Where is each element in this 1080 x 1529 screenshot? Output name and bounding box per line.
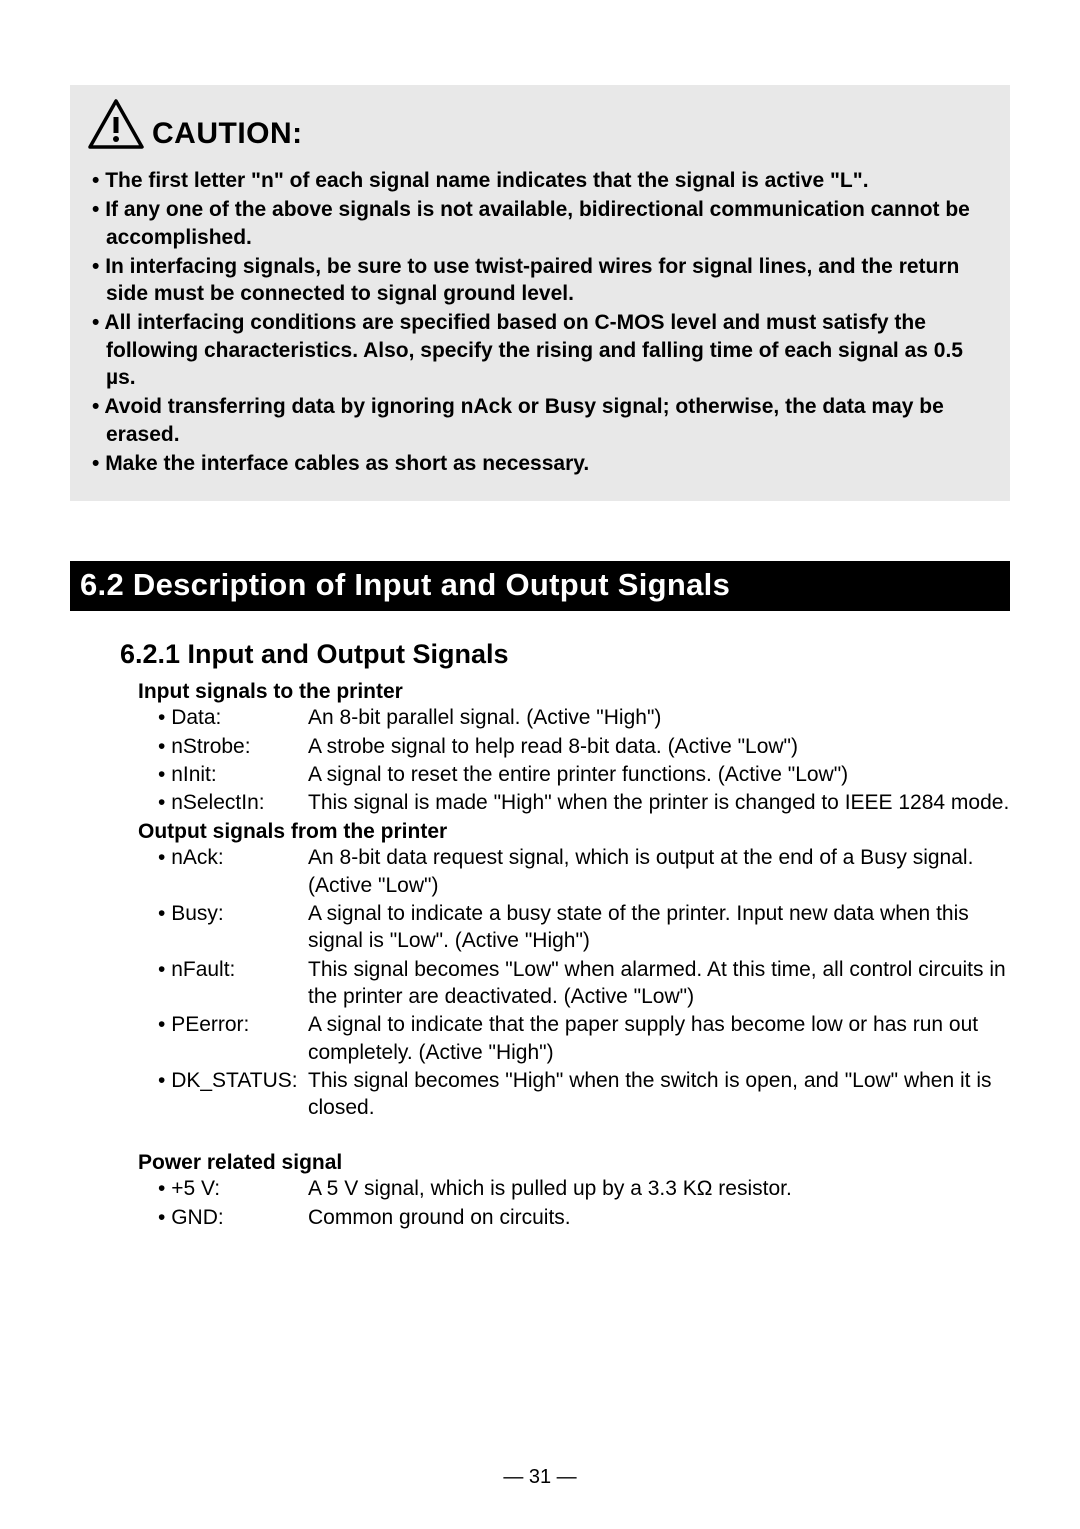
subsection-title: 6.2.1 Input and Output Signals xyxy=(120,639,1010,670)
signal-desc: A signal to reset the entire printer fun… xyxy=(308,761,1010,788)
signal-desc: This signal becomes "Low" when alarmed. … xyxy=(308,956,1010,1011)
caution-header: CAUTION: xyxy=(88,99,992,151)
caution-item: Avoid transferring data by ignoring nAck… xyxy=(92,393,992,448)
signal-item: Busy: A signal to indicate a busy state … xyxy=(158,900,1010,955)
signal-item: nInit: A signal to reset the entire prin… xyxy=(158,761,1010,788)
signal-desc: An 8-bit parallel signal. (Active "High"… xyxy=(308,704,1010,731)
signal-item: PEerror: A signal to indicate that the p… xyxy=(158,1011,1010,1066)
signal-desc: Common ground on circuits. xyxy=(308,1204,1010,1231)
caution-item: The first letter "n" of each signal name… xyxy=(92,167,992,194)
caution-title: CAUTION: xyxy=(152,117,303,151)
signal-label: nSelectIn: xyxy=(158,789,308,816)
signal-desc: A strobe signal to help read 8-bit data.… xyxy=(308,733,1010,760)
subsection: 6.2.1 Input and Output Signals Input sig… xyxy=(70,639,1010,1231)
signal-desc: A signal to indicate a busy state of the… xyxy=(308,900,1010,955)
input-signals-title: Input signals to the printer xyxy=(120,680,1010,704)
signal-desc: An 8-bit data request signal, which is o… xyxy=(308,844,1010,899)
caution-item: If any one of the above signals is not a… xyxy=(92,196,992,251)
signal-item: nFault: This signal becomes "Low" when a… xyxy=(158,956,1010,1011)
signal-label: PEerror: xyxy=(158,1011,308,1066)
signal-item: Data: An 8-bit parallel signal. (Active … xyxy=(158,704,1010,731)
signal-desc: This signal is made "High" when the prin… xyxy=(308,789,1010,816)
output-signals-list: nAck: An 8-bit data request signal, whic… xyxy=(120,844,1010,1121)
signal-label: DK_STATUS: xyxy=(158,1067,308,1122)
signal-label: nStrobe: xyxy=(158,733,308,760)
signal-desc: A 5 V signal, which is pulled up by a 3.… xyxy=(308,1175,1010,1202)
signal-label: +5 V: xyxy=(158,1175,308,1202)
caution-item: All interfacing conditions are specified… xyxy=(92,309,992,391)
signal-desc: A signal to indicate that the paper supp… xyxy=(308,1011,1010,1066)
signal-label: GND: xyxy=(158,1204,308,1231)
caution-item: Make the interface cables as short as ne… xyxy=(92,450,992,477)
signal-label: Busy: xyxy=(158,900,308,955)
caution-list: The first letter "n" of each signal name… xyxy=(88,167,992,477)
caution-item: In interfacing signals, be sure to use t… xyxy=(92,253,992,308)
signal-item: nStrobe: A strobe signal to help read 8-… xyxy=(158,733,1010,760)
input-signals-group: Input signals to the printer Data: An 8-… xyxy=(120,680,1010,816)
power-signals-title: Power related signal xyxy=(120,1151,1010,1175)
signal-item: nAck: An 8-bit data request signal, whic… xyxy=(158,844,1010,899)
output-signals-group: Output signals from the printer nAck: An… xyxy=(120,820,1010,1121)
signal-item: GND: Common ground on circuits. xyxy=(158,1204,1010,1231)
signal-label: nAck: xyxy=(158,844,308,899)
section-header: 6.2 Description of Input and Output Sign… xyxy=(70,561,1010,611)
signal-desc: This signal becomes "High" when the swit… xyxy=(308,1067,1010,1122)
caution-box: CAUTION: The first letter "n" of each si… xyxy=(70,85,1010,501)
power-signals-list: +5 V: A 5 V signal, which is pulled up b… xyxy=(120,1175,1010,1231)
page-number: — 31 — xyxy=(0,1466,1080,1489)
page-content: CAUTION: The first letter "n" of each si… xyxy=(0,0,1080,1275)
signal-label: nInit: xyxy=(158,761,308,788)
signal-item: DK_STATUS: This signal becomes "High" wh… xyxy=(158,1067,1010,1122)
signal-label: Data: xyxy=(158,704,308,731)
warning-icon xyxy=(88,99,144,151)
signal-item: +5 V: A 5 V signal, which is pulled up b… xyxy=(158,1175,1010,1202)
signal-item: nSelectIn: This signal is made "High" wh… xyxy=(158,789,1010,816)
power-signals-group: Power related signal +5 V: A 5 V signal,… xyxy=(120,1151,1010,1231)
output-signals-title: Output signals from the printer xyxy=(120,820,1010,844)
input-signals-list: Data: An 8-bit parallel signal. (Active … xyxy=(120,704,1010,816)
signal-label: nFault: xyxy=(158,956,308,1011)
